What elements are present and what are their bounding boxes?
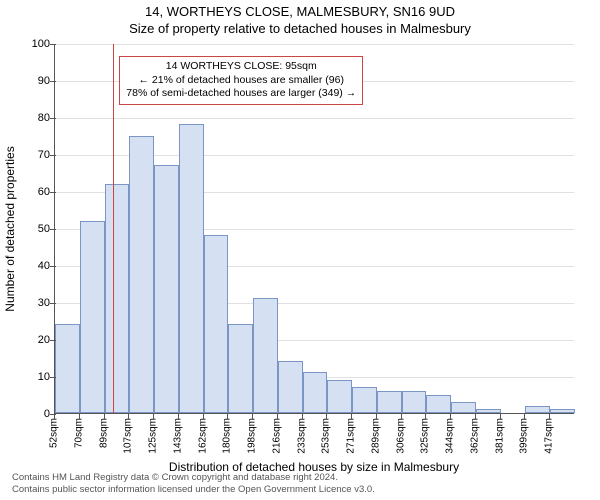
x-tick-label: 162sqm — [197, 418, 208, 454]
y-tick-label: 10 — [10, 371, 50, 383]
x-tick-label: 216sqm — [271, 418, 282, 454]
x-tick-mark — [450, 414, 451, 419]
x-tick-mark — [500, 414, 501, 419]
callout-box: 14 WORTHEYS CLOSE: 95sqm ← 21% of detach… — [119, 56, 363, 105]
x-tick-mark — [326, 414, 327, 419]
x-tick-label: 399sqm — [519, 418, 530, 454]
y-tick-label: 70 — [10, 149, 50, 161]
x-tick-mark — [203, 414, 204, 419]
x-tick-mark — [475, 414, 476, 419]
x-tick-mark — [277, 414, 278, 419]
y-tick-label: 100 — [10, 38, 50, 50]
plot-area: 14 WORTHEYS CLOSE: 95sqm ← 21% of detach… — [54, 44, 574, 414]
histogram-bar — [303, 372, 328, 413]
x-tick-label: 52sqm — [49, 418, 60, 448]
x-tick-mark — [252, 414, 253, 419]
histogram-bar — [451, 402, 476, 413]
histogram-bar — [179, 124, 204, 413]
x-tick-label: 253sqm — [321, 418, 332, 454]
x-tick-label: 417sqm — [544, 418, 555, 454]
x-tick-label: 180sqm — [222, 418, 233, 454]
histogram-bar — [253, 298, 278, 413]
x-tick-label: 289sqm — [370, 418, 381, 454]
y-tick-label: 50 — [10, 223, 50, 235]
x-tick-mark — [401, 414, 402, 419]
y-tick-label: 30 — [10, 297, 50, 309]
histogram-bar — [377, 391, 402, 413]
histogram-bar — [426, 395, 451, 414]
marker-line — [113, 44, 114, 413]
x-tick-mark — [178, 414, 179, 419]
histogram-bar — [204, 235, 229, 413]
x-tick-label: 381sqm — [494, 418, 505, 454]
y-tick-label: 80 — [10, 112, 50, 124]
y-tick-label: 20 — [10, 334, 50, 346]
y-tick-label: 60 — [10, 186, 50, 198]
x-tick-mark — [54, 414, 55, 419]
x-tick-label: 306sqm — [395, 418, 406, 454]
x-tick-mark — [227, 414, 228, 419]
x-tick-label: 125sqm — [148, 418, 159, 454]
page-subtitle: Size of property relative to detached ho… — [0, 21, 600, 36]
footer-attribution: Contains HM Land Registry data © Crown c… — [12, 472, 375, 496]
histogram-bar — [402, 391, 427, 413]
callout-line: 14 WORTHEYS CLOSE: 95sqm — [126, 60, 356, 74]
x-tick-label: 107sqm — [123, 418, 134, 454]
y-tick-label: 40 — [10, 260, 50, 272]
histogram-bar — [352, 387, 377, 413]
histogram-bar — [278, 361, 303, 413]
x-tick-mark — [79, 414, 80, 419]
x-tick-mark — [524, 414, 525, 419]
histogram-bar — [105, 184, 130, 413]
histogram-bar — [476, 409, 501, 413]
x-tick-label: 362sqm — [469, 418, 480, 454]
x-tick-mark — [351, 414, 352, 419]
y-tick-label: 0 — [10, 408, 50, 420]
callout-line: ← 21% of detached houses are smaller (96… — [126, 74, 356, 88]
x-tick-mark — [425, 414, 426, 419]
histogram-bar — [327, 380, 352, 413]
x-tick-mark — [302, 414, 303, 419]
histogram-bar — [55, 324, 80, 413]
histogram-bar — [228, 324, 253, 413]
x-tick-label: 325sqm — [420, 418, 431, 454]
footer-line: Contains public sector information licen… — [12, 484, 375, 496]
callout-line: 78% of semi-detached houses are larger (… — [126, 87, 356, 101]
x-tick-mark — [104, 414, 105, 419]
x-tick-label: 89sqm — [98, 418, 109, 448]
x-tick-label: 344sqm — [445, 418, 456, 454]
x-tick-label: 233sqm — [296, 418, 307, 454]
y-tick-label: 90 — [10, 75, 50, 87]
histogram-bar — [550, 409, 575, 413]
histogram-bar — [525, 406, 550, 413]
x-tick-label: 271sqm — [346, 418, 357, 454]
x-tick-mark — [153, 414, 154, 419]
x-tick-mark — [376, 414, 377, 419]
footer-line: Contains HM Land Registry data © Crown c… — [12, 472, 375, 484]
histogram-bar — [154, 165, 179, 413]
x-tick-label: 70sqm — [73, 418, 84, 448]
x-tick-mark — [128, 414, 129, 419]
page-title: 14, WORTHEYS CLOSE, MALMESBURY, SN16 9UD — [0, 4, 600, 19]
x-tick-mark — [549, 414, 550, 419]
x-tick-label: 198sqm — [247, 418, 258, 454]
histogram-chart: Number of detached properties 14 WORTHEY… — [54, 44, 574, 414]
histogram-bar — [129, 136, 154, 414]
histogram-bar — [80, 221, 105, 413]
x-tick-label: 143sqm — [172, 418, 183, 454]
